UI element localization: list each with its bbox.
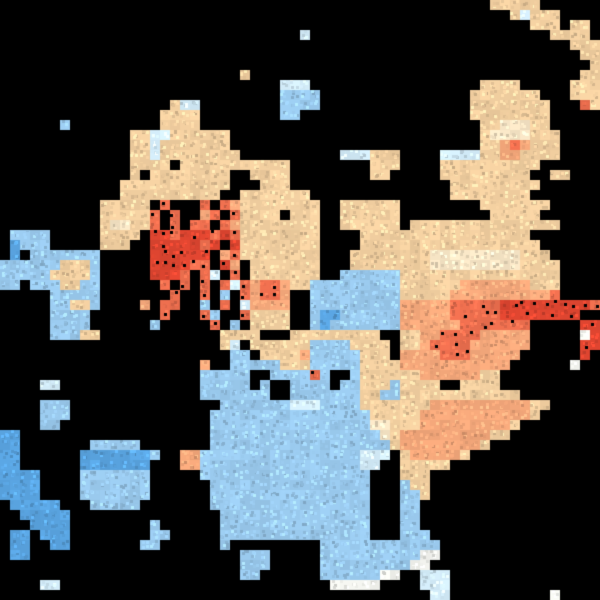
radar-velocity-display <box>0 0 600 600</box>
radar-velocity-heatmap-canvas <box>0 0 600 600</box>
